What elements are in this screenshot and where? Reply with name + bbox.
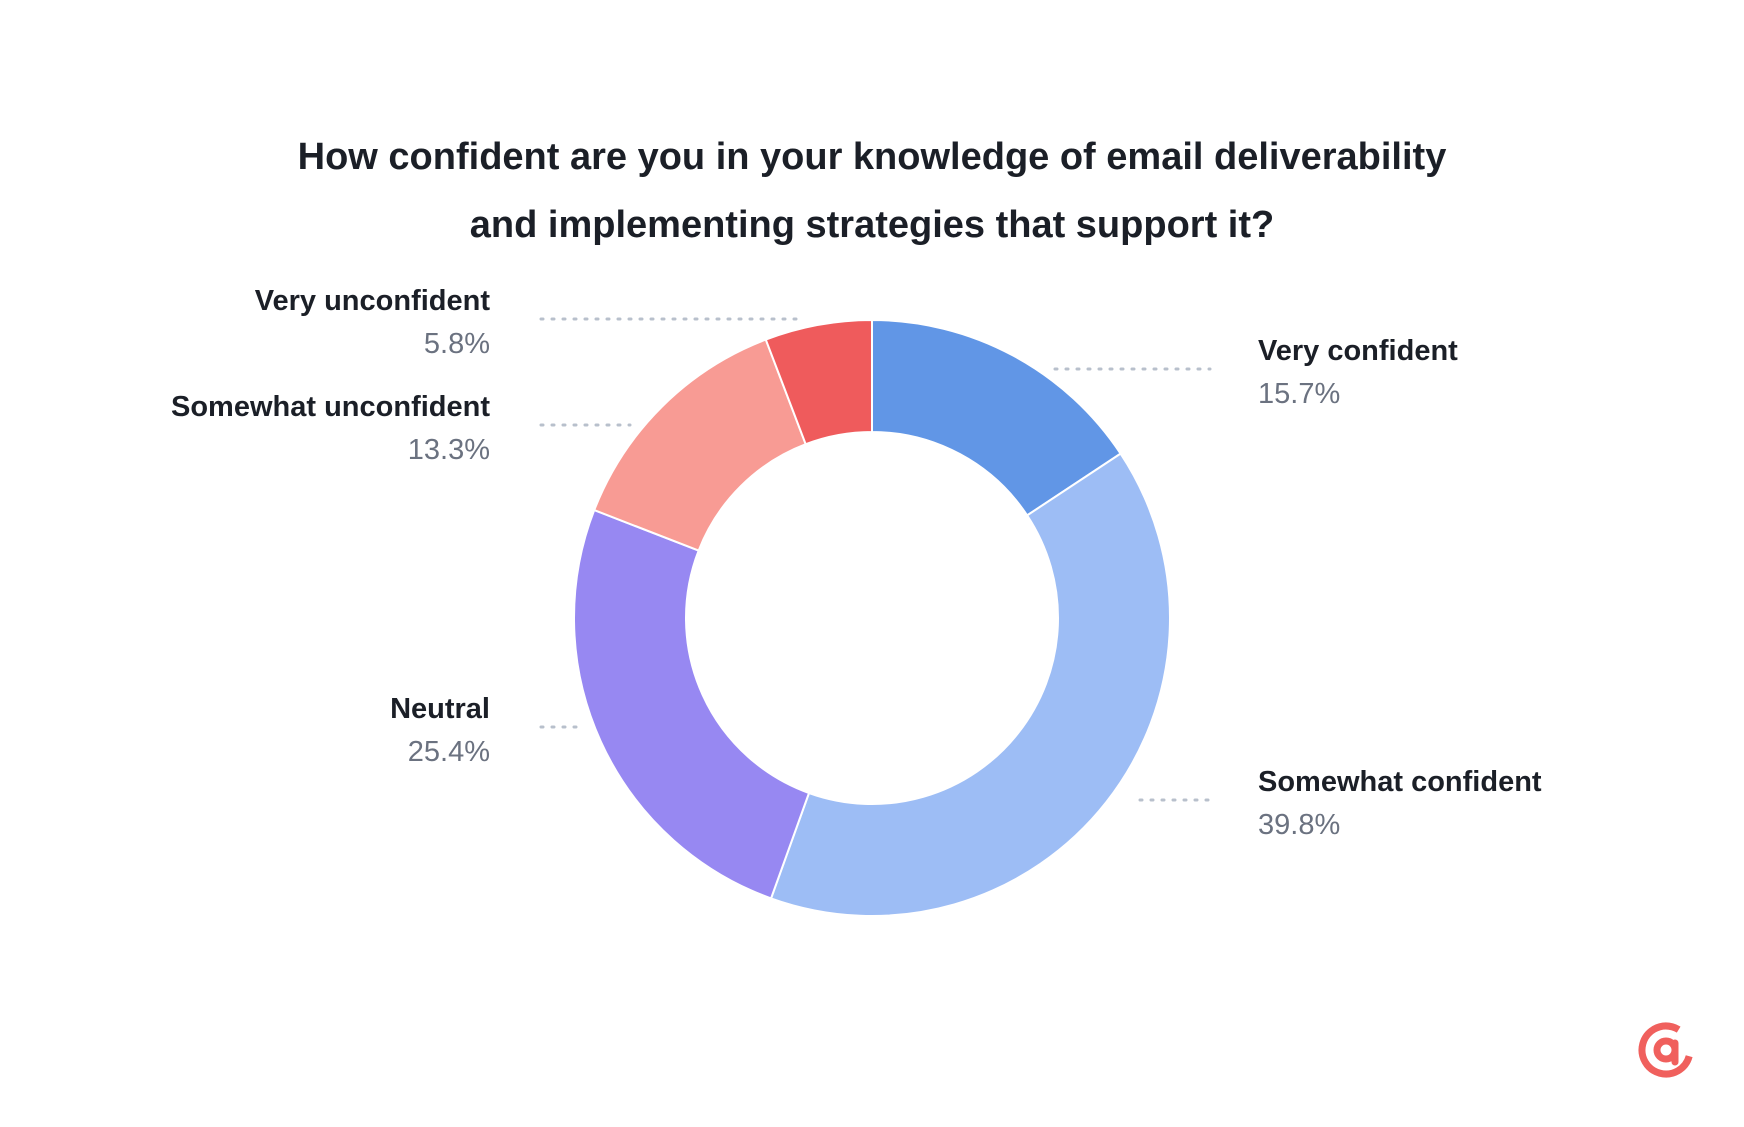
value-very-confident: 15.7%: [1258, 378, 1340, 410]
at-sign-icon: [1638, 1022, 1694, 1078]
chart-title-line-1: How confident are you in your knowledge …: [298, 136, 1447, 178]
chart-title: How confident are you in your knowledge …: [298, 136, 1447, 246]
label-very-unconfident: Very unconfident: [255, 285, 491, 317]
value-very-unconfident: 5.8%: [424, 328, 490, 360]
value-somewhat-unconfident: 13.3%: [408, 434, 490, 466]
slice-very-unconfident: [764, 318, 873, 446]
value-somewhat-confident: 39.8%: [1258, 809, 1340, 841]
leader-lines: [539, 317, 1212, 802]
slice-labels: Very confident 15.7% Somewhat confident 39.…: [171, 285, 1542, 841]
label-somewhat-unconfident: Somewhat unconfident: [171, 391, 490, 423]
donut-slices: [573, 318, 1171, 917]
chart-title-line-2: and implementing strategies that support…: [470, 204, 1274, 246]
label-very-confident: Very confident: [1258, 335, 1458, 367]
value-neutral: 25.4%: [408, 736, 490, 768]
label-somewhat-confident: Somewhat confident: [1258, 766, 1542, 798]
slice-somewhat-confident: [769, 452, 1171, 917]
slice-somewhat-unconfident: [592, 338, 807, 552]
label-neutral: Neutral: [390, 693, 490, 725]
slice-neutral: [573, 508, 811, 900]
